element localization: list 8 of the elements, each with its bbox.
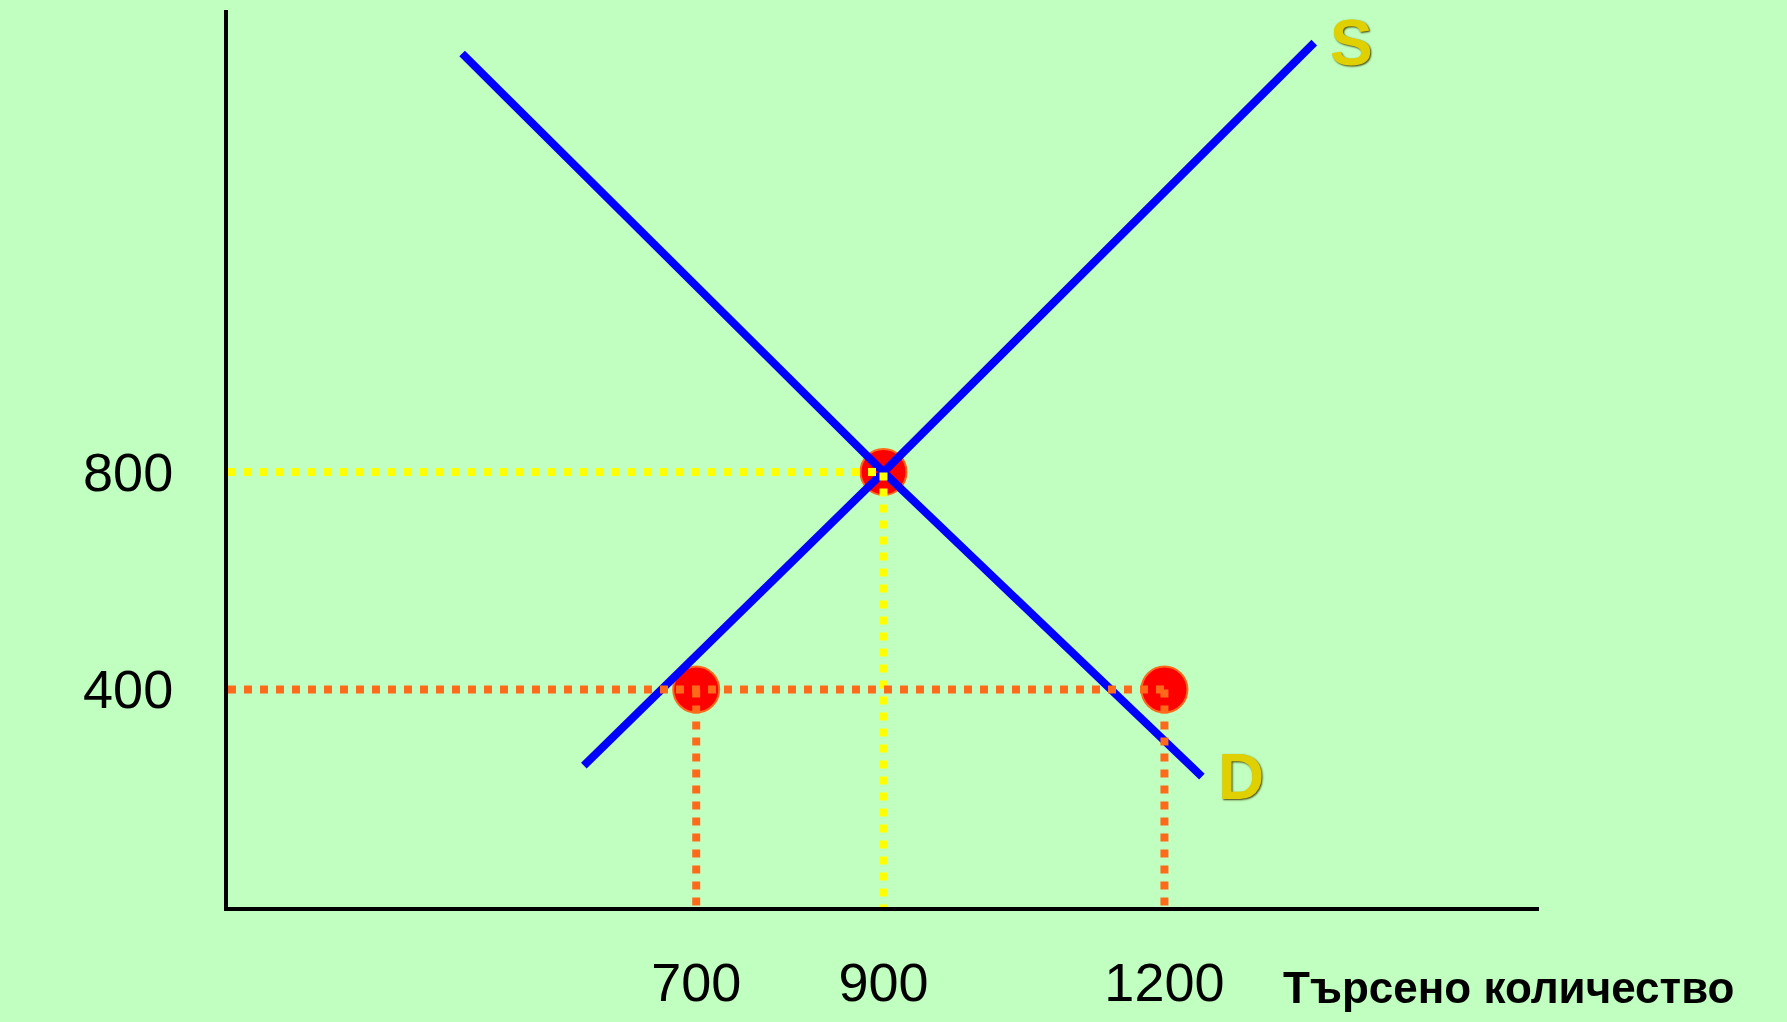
x-tick-label: 700: [651, 951, 742, 1012]
series-label: S: [1330, 7, 1373, 79]
x-tick-label: 900: [838, 951, 929, 1012]
x-axis-title: Търсено количество: [1283, 963, 1735, 1012]
series-label: D: [1218, 741, 1265, 813]
x-tick-label: 1200: [1104, 951, 1225, 1012]
y-tick-label: 800: [83, 441, 174, 502]
y-tick-label: 400: [83, 659, 174, 720]
